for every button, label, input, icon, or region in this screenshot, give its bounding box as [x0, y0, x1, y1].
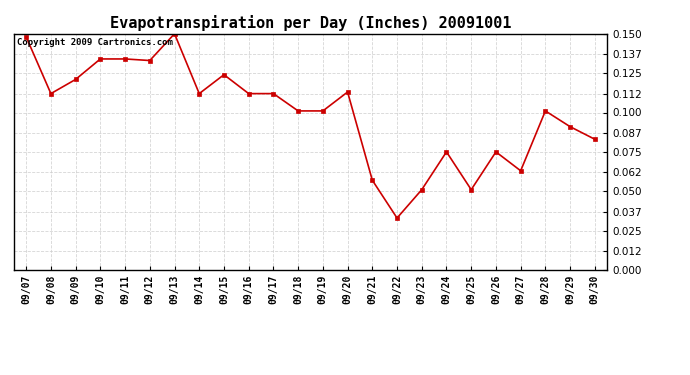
Title: Evapotranspiration per Day (Inches) 20091001: Evapotranspiration per Day (Inches) 2009…	[110, 15, 511, 31]
Text: Copyright 2009 Cartronics.com: Copyright 2009 Cartronics.com	[17, 39, 172, 48]
